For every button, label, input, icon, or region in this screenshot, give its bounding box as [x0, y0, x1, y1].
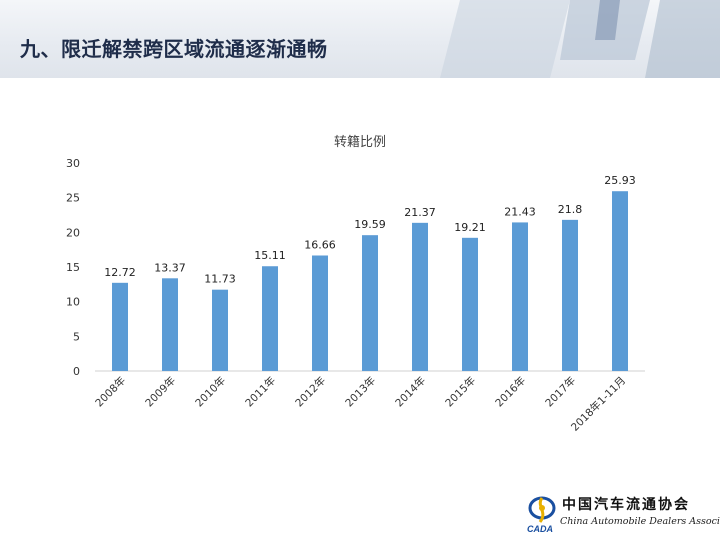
page-title: 九、限迁解禁跨区域流通逐渐通畅 [20, 37, 328, 61]
category-label: 2009年 [143, 374, 179, 410]
category-label: 2010年 [193, 374, 229, 410]
chart-title: 转籍比例 [334, 134, 386, 150]
logo-abbr: CADA [527, 524, 553, 534]
category-label: 2013年 [343, 374, 379, 410]
y-axis-labels: 0 5 10 15 20 25 30 [66, 157, 80, 378]
y-tick-label: 0 [73, 365, 80, 378]
data-label: 12.72 [104, 266, 136, 279]
data-label: 21.43 [504, 205, 536, 218]
category-label: 2017年 [543, 374, 579, 410]
logo-name-cn: 中国汽车流通协会 [562, 497, 690, 513]
cada-emblem-icon: CADA [527, 496, 556, 534]
y-tick-label: 25 [66, 192, 80, 205]
data-label: 11.73 [204, 273, 236, 286]
category-label: 2008年 [93, 374, 129, 410]
data-label: 19.59 [354, 218, 386, 231]
category-labels: 2008年 2009年 2010年 2011年 2012年 2013年 2014年 2015年… [93, 374, 629, 434]
data-label: 19.21 [454, 221, 486, 234]
bar [462, 237, 478, 371]
data-label: 15.11 [254, 249, 286, 262]
data-label: 16.66 [304, 238, 336, 251]
data-label: 25.93 [604, 174, 636, 187]
bars [112, 191, 628, 371]
data-label: 21.37 [404, 206, 436, 219]
bar [562, 219, 578, 371]
header-banner: 九、限迁解禁跨区域流通逐渐通畅 [0, 0, 720, 78]
bar [612, 191, 628, 371]
category-label: 2014年 [393, 374, 429, 410]
bar [162, 278, 178, 371]
data-label: 13.37 [154, 261, 186, 274]
category-label: 2015年 [443, 374, 479, 410]
cada-logo: CADA 中国汽车流通协会 China Automobile Dealers A… [514, 490, 720, 538]
y-tick-label: 20 [66, 226, 80, 239]
y-tick-label: 30 [66, 157, 80, 170]
category-label: 2011年 [243, 374, 279, 410]
bar [362, 235, 378, 371]
data-labels: 12.72 13.37 11.73 15.11 16.66 19.59 21.37 19.21… [104, 174, 636, 285]
y-tick-label: 5 [73, 330, 80, 343]
bar [512, 222, 528, 371]
logo-name-en: China Automobile Dealers Association [560, 516, 720, 527]
y-tick-label: 15 [66, 261, 80, 274]
bar [312, 255, 328, 371]
bar [112, 282, 128, 371]
bar [412, 222, 428, 371]
bar [212, 289, 228, 371]
y-tick-label: 10 [66, 296, 80, 309]
bar-chart: 转籍比例 0 5 10 15 20 25 30 12.72 13.37 11.73 15.11 16… [66, 134, 645, 434]
category-label: 2012年 [293, 374, 329, 410]
header-decoration [440, 0, 720, 78]
data-label: 21.8 [558, 203, 583, 216]
category-label: 2016年 [493, 374, 529, 410]
bar [262, 266, 278, 371]
